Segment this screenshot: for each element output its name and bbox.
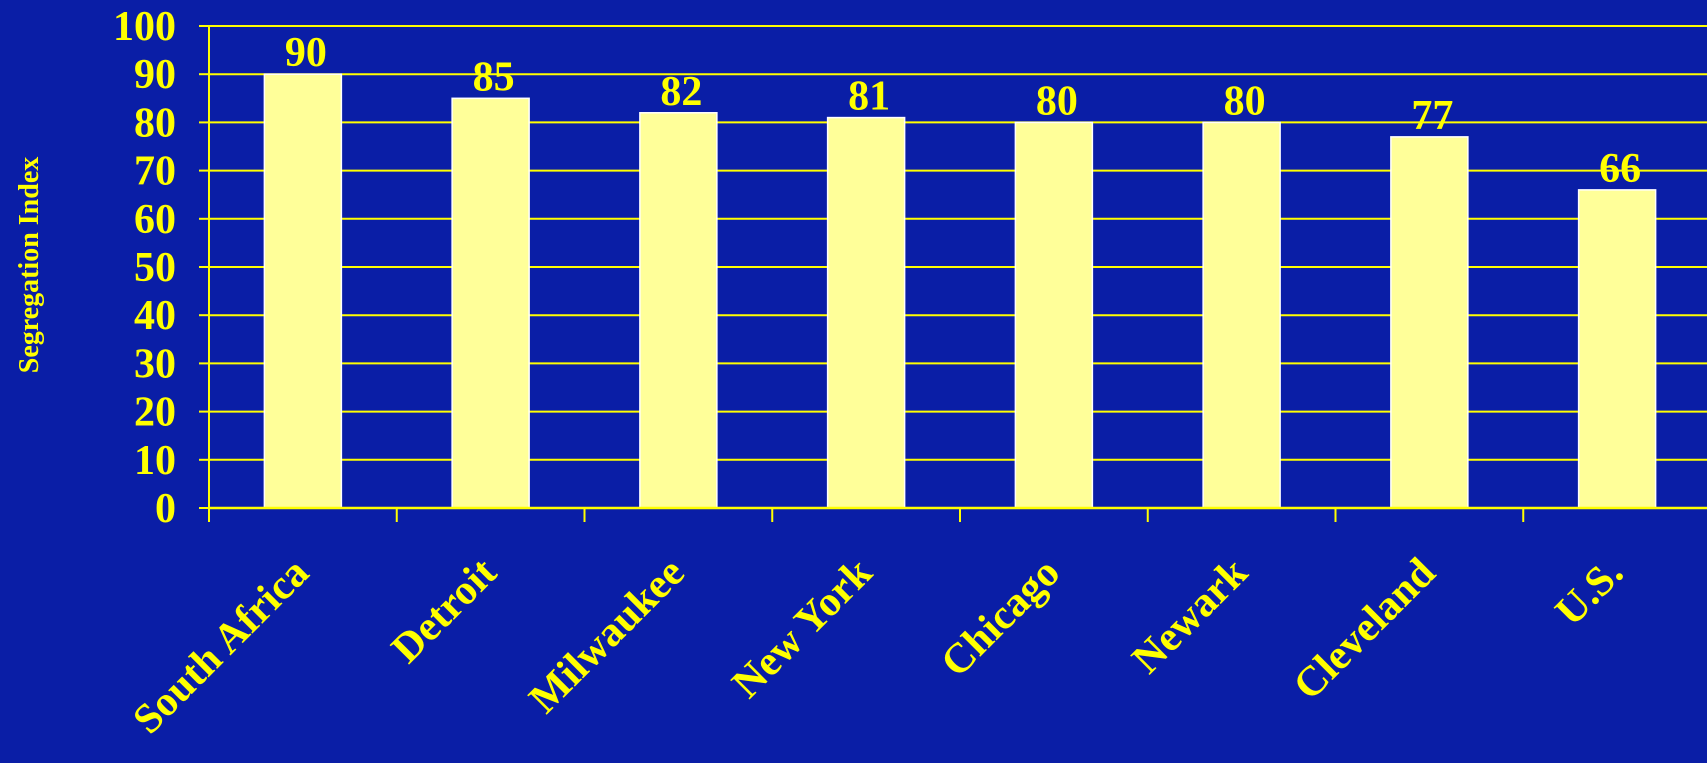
bar [263, 73, 343, 509]
y-tick-label: 30 [134, 341, 176, 387]
y-tick-label: 70 [134, 149, 176, 195]
bars [263, 73, 1657, 509]
y-tick-label: 90 [134, 52, 176, 98]
bar [1014, 121, 1094, 509]
data-labels: 90 85 82 81 80 80 77 66 [285, 30, 1641, 192]
y-tick-label: 0 [155, 486, 176, 532]
y-tick-label: 40 [134, 293, 176, 339]
bar [826, 116, 906, 509]
bar [1390, 136, 1469, 509]
data-label: 66 [1599, 146, 1641, 192]
data-label: 90 [285, 30, 327, 76]
y-tick-label: 20 [134, 390, 176, 436]
y-axis-label: Segregation Index [14, 157, 45, 374]
data-label: 80 [1036, 78, 1078, 124]
bar [1202, 121, 1281, 509]
data-label: 80 [1224, 78, 1266, 124]
axes [199, 25, 1707, 522]
bar [639, 112, 718, 509]
data-label: 85 [473, 54, 515, 100]
bar [451, 97, 530, 509]
data-label: 77 [1411, 93, 1453, 139]
bar [1577, 189, 1657, 509]
y-tick-label: 10 [134, 438, 176, 484]
data-label: 81 [848, 74, 890, 120]
y-tick-label: 50 [134, 245, 176, 291]
data-label: 82 [660, 69, 702, 115]
y-tick-label: 80 [134, 100, 176, 146]
y-tick-label: 100 [113, 4, 176, 50]
y-tick-label: 60 [134, 197, 176, 243]
